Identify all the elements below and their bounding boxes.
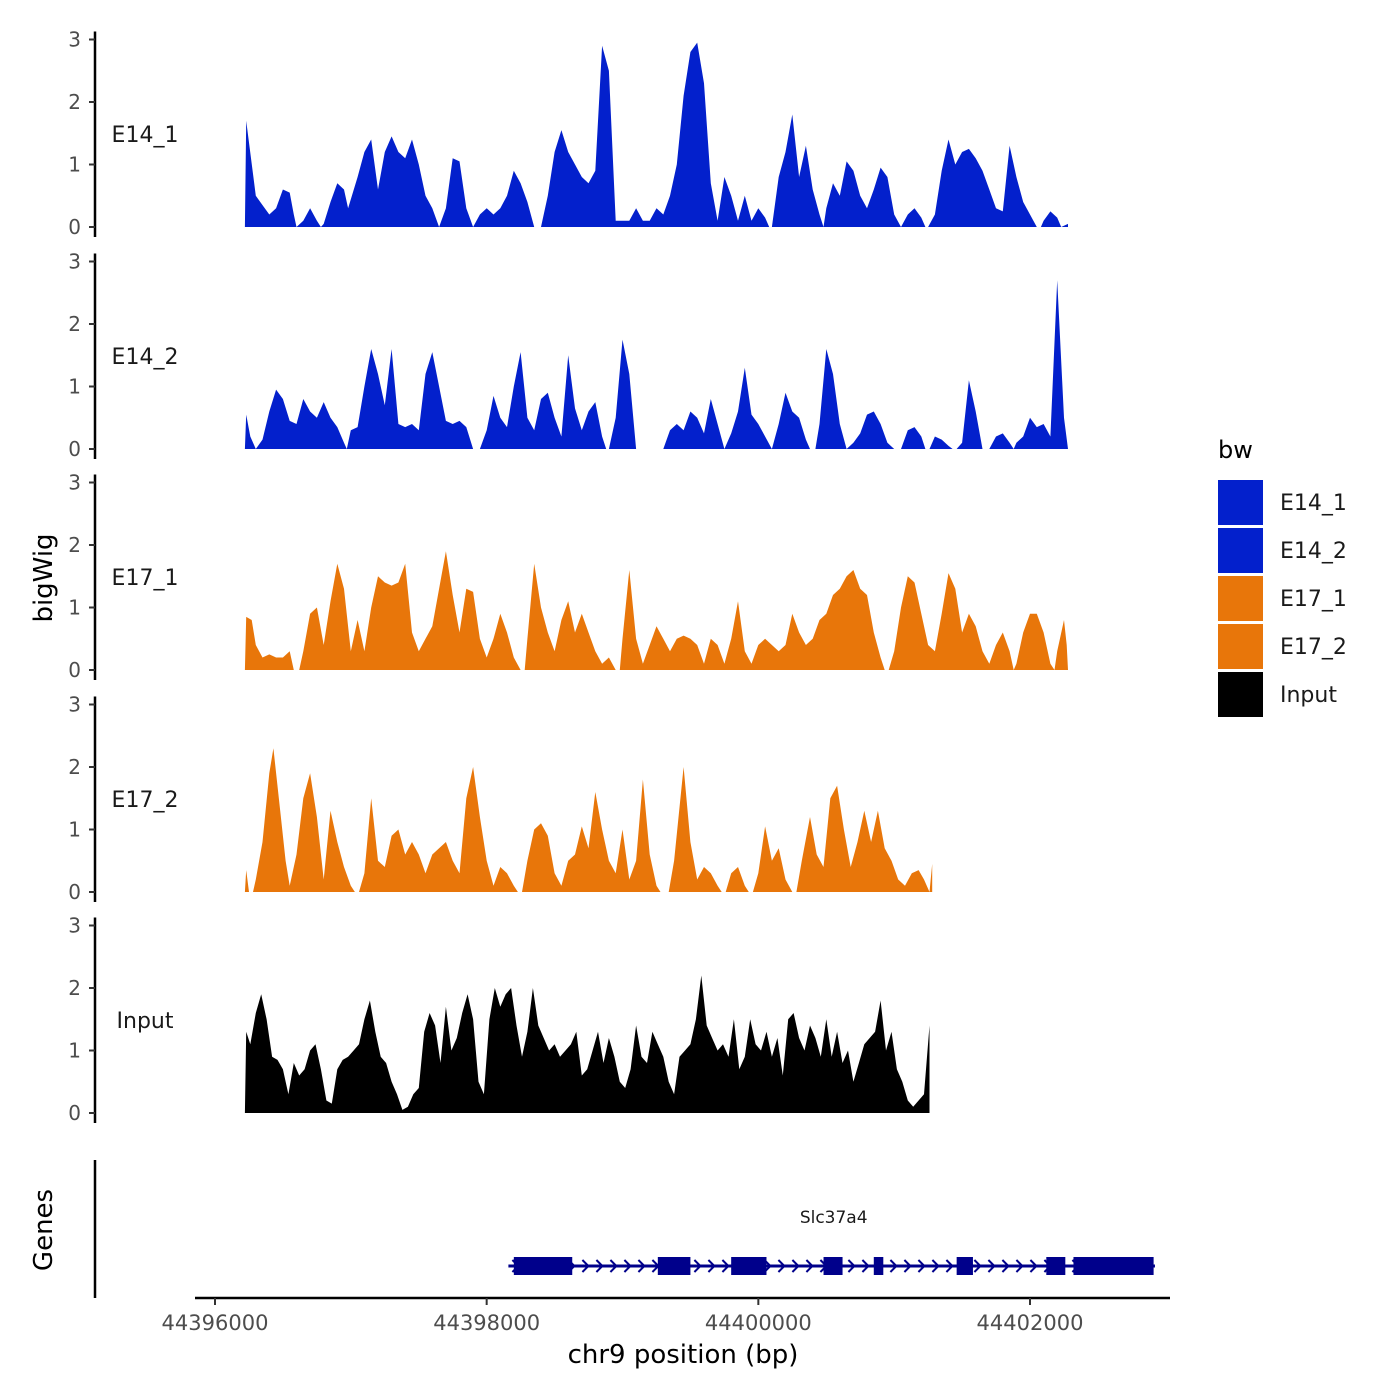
y-tick-label: 1 — [68, 818, 81, 842]
legend-swatch-E17_2 — [1218, 624, 1263, 669]
y-tick-label: 0 — [68, 215, 81, 239]
strand-arrow — [693, 1259, 702, 1273]
strand-arrow — [945, 1259, 954, 1273]
legend-title: bw — [1218, 436, 1253, 464]
strand-arrow — [595, 1259, 604, 1273]
strand-arrow — [1029, 1259, 1038, 1273]
legend-label-E17_1: E17_1 — [1280, 587, 1347, 612]
tracks-layer: 0 1 2 3 E14_1 0 1 2 3 E14_2 0 1 2 3 E17_1 0 1 2 3 E17_2 0 1 2 3… — [68, 28, 1068, 1125]
legend-label-E14_2: E14_2 — [1280, 539, 1347, 564]
y-tick-label: 2 — [68, 90, 81, 114]
legend-label-Input: Input — [1280, 683, 1337, 708]
strand-arrow — [917, 1259, 926, 1273]
track-label-E14_2: E14_2 — [112, 345, 179, 370]
y-tick-label: 1 — [68, 153, 81, 177]
strand-arrow — [707, 1259, 716, 1273]
strand-arrow — [1015, 1259, 1024, 1273]
gene-track: Slc37a4 — [93, 1160, 1155, 1298]
strand-arrow — [805, 1259, 814, 1273]
x-axis-title: chr9 position (bp) — [568, 1340, 799, 1370]
y-tick-label: 2 — [68, 312, 81, 336]
gene-exon — [657, 1257, 691, 1275]
track-E17_2: 0 1 2 3 E17_2 — [68, 693, 933, 904]
gene-exon — [1046, 1257, 1066, 1275]
track-E17_1: 0 1 2 3 E17_1 — [68, 471, 1068, 682]
y-tick-label: 0 — [68, 658, 81, 682]
legend-label-E14_1: E14_1 — [1280, 491, 1347, 516]
gene-exon — [956, 1257, 973, 1275]
y-tick-label: 0 — [68, 1101, 81, 1125]
y-axis-title: bigWig — [29, 533, 59, 622]
track-Input: 0 1 2 3 Input — [68, 914, 930, 1125]
y-tick-label: 2 — [68, 976, 81, 1000]
track-E14_1: 0 1 2 3 E14_1 — [68, 28, 1068, 239]
y-tick-label: 3 — [68, 914, 81, 938]
legend-swatch-Input — [1218, 672, 1263, 717]
strand-arrow — [581, 1259, 590, 1273]
gene-exon — [1073, 1257, 1154, 1275]
gene-exon — [731, 1257, 767, 1275]
y-tick-label: 0 — [68, 880, 81, 904]
strand-arrow — [903, 1259, 912, 1273]
y-tick-label: 3 — [68, 471, 81, 495]
x-axis: 44396000 44398000 44400000 44402000 — [162, 1296, 1170, 1335]
legend-items: E14_1 E14_2 E17_1 E17_2 Input — [1218, 480, 1347, 717]
x-tick-label: 44402000 — [977, 1311, 1084, 1335]
strand-arrow — [889, 1259, 898, 1273]
legend-label-E17_2: E17_2 — [1280, 635, 1347, 660]
gene-Slc37a4: Slc37a4 — [508, 1208, 1155, 1275]
strand-arrow — [623, 1259, 632, 1273]
strand-arrow — [791, 1259, 800, 1273]
gene-name-label: Slc37a4 — [800, 1208, 868, 1228]
y-tick-label: 3 — [68, 28, 81, 52]
track-area-E17_2 — [244, 748, 933, 892]
genes-axis-title: Genes — [29, 1189, 59, 1271]
legend-swatch-E14_1 — [1218, 480, 1263, 525]
x-tick-label: 44398000 — [433, 1311, 540, 1335]
legend-swatch-E17_1 — [1218, 576, 1263, 621]
y-tick-label: 2 — [68, 533, 81, 557]
track-label-Input: Input — [117, 1009, 174, 1034]
track-area-Input — [244, 975, 930, 1113]
y-tick-label: 1 — [68, 596, 81, 620]
legend-swatch-E14_2 — [1218, 528, 1263, 573]
track-label-E17_1: E17_1 — [112, 566, 179, 591]
gene-exon — [823, 1257, 843, 1275]
y-tick-label: 3 — [68, 250, 81, 274]
strand-arrow — [847, 1259, 856, 1273]
track-label-E17_2: E17_2 — [112, 788, 179, 813]
y-tick-label: 2 — [68, 755, 81, 779]
gene-exon — [513, 1257, 573, 1275]
strand-arrow — [721, 1259, 730, 1273]
strand-arrow — [777, 1259, 786, 1273]
y-tick-label: 1 — [68, 1039, 81, 1063]
strand-arrow — [861, 1259, 870, 1273]
track-label-E14_1: E14_1 — [112, 123, 179, 148]
strand-arrow — [987, 1259, 996, 1273]
gene-exon — [873, 1257, 884, 1275]
strand-arrow — [1001, 1259, 1010, 1273]
track-E14_2: 0 1 2 3 E14_2 — [68, 250, 1068, 461]
track-area-E14_2 — [244, 280, 1068, 449]
strand-arrow — [637, 1259, 646, 1273]
y-tick-label: 1 — [68, 375, 81, 399]
legend: bw E14_1 E14_2 E17_1 E17_2 Input — [1218, 436, 1347, 717]
x-tick-label: 44396000 — [162, 1311, 269, 1335]
track-area-E14_1 — [244, 42, 1068, 227]
strand-arrow — [973, 1259, 982, 1273]
y-tick-label: 3 — [68, 693, 81, 717]
y-tick-label: 0 — [68, 437, 81, 461]
track-area-E17_1 — [244, 551, 1068, 670]
x-tick-label: 44400000 — [705, 1311, 812, 1335]
strand-arrow — [609, 1259, 618, 1273]
strand-arrow — [931, 1259, 940, 1273]
